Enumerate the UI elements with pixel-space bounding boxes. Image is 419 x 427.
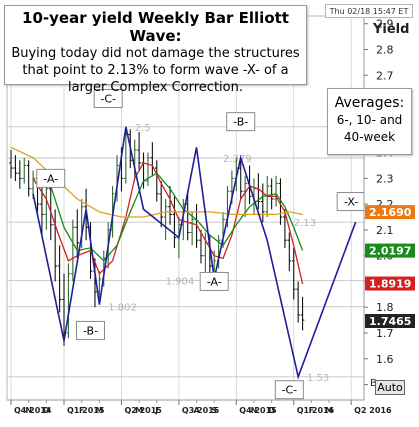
x-period-label: Q4 2014 — [14, 406, 52, 415]
reference-line-label: 2.5 — [135, 123, 151, 134]
y-tick-label: 2.3 — [376, 172, 394, 185]
date-stamp: Thu 02/18 15:47 ET — [325, 4, 413, 18]
moving-average-6-week — [32, 162, 304, 285]
x-period-label: Q4 2015 — [239, 406, 277, 415]
chart-title: 10-year yield Weekly Bar Elliott Wave: — [22, 9, 289, 45]
reference-line-label: 1.53 — [307, 373, 329, 384]
x-month-label: S — [211, 406, 217, 415]
y-tick-label: 2.1 — [376, 224, 394, 237]
averages-title: Averages: — [334, 95, 405, 111]
x-period-label: Q3 2015 — [182, 406, 220, 415]
y-tick-label: 2.7 — [376, 69, 394, 82]
x-month-label: D — [43, 406, 50, 415]
wave-label-box — [36, 168, 66, 188]
scale-marker: B — [370, 378, 377, 389]
elliott-wave-path — [32, 126, 357, 380]
price-tag-label: 1.7465 — [369, 315, 411, 328]
x-month-label: F — [79, 406, 84, 415]
price-tag-label: 2.1690 — [369, 206, 412, 219]
wave-label: -B- — [83, 324, 98, 337]
auto-scale-button[interactable]: Auto — [375, 380, 405, 395]
y-tick-label: 1.7 — [376, 327, 394, 340]
wave-label-box — [76, 320, 106, 340]
x-month-label: A — [193, 406, 200, 415]
price-tags-layer: 2.1690 2.0197 1.8919 1.7465 — [365, 205, 415, 329]
x-month-label: N — [251, 406, 258, 415]
wave-label-box — [199, 271, 229, 291]
x-month-label: M — [95, 406, 103, 415]
x-axis-panel — [7, 400, 364, 418]
reference-line-label: 2.379 — [223, 154, 252, 165]
x-month-label: D — [268, 406, 275, 415]
wave-labels-layer: -A- -B- -C- -A- -B- -C- -X- — [36, 88, 366, 400]
x-period-label: Q1 2016 — [297, 406, 335, 415]
wave-label: -C- — [282, 384, 298, 397]
wave-label-box — [226, 112, 256, 132]
x-period-label: Q2 2016 — [354, 406, 392, 415]
moving-average-10-week — [50, 172, 304, 262]
price-tag-label: 1.8919 — [369, 278, 411, 291]
x-month-label: M — [325, 406, 333, 415]
y-tick-label: 2.9 — [376, 18, 394, 31]
x-month-label: M — [135, 406, 143, 415]
x-period-label: Q1 2015 — [67, 406, 105, 415]
price-tag — [365, 276, 415, 291]
wave-label: -A- — [43, 172, 58, 185]
x-month-label: J — [154, 406, 158, 415]
wave-label: -C- — [100, 92, 116, 105]
wave-label-box — [93, 88, 123, 108]
y-tick-label: 1.8 — [376, 301, 394, 314]
reference-line-label: 1.904 — [166, 276, 195, 287]
price-tag — [365, 205, 415, 220]
averages-subtitle: 6-, 10- and 40-week — [336, 113, 403, 144]
reference-line-label: 2.13 — [294, 218, 316, 229]
price-tag-label: 2.0197 — [369, 245, 411, 258]
wave-label-box — [274, 380, 304, 400]
title-annotation: 10-year yield Weekly Bar Elliott Wave: B… — [4, 5, 307, 95]
y-tick-label: 2.8 — [376, 44, 394, 57]
x-month-label: N — [25, 406, 32, 415]
wave-label: -B- — [233, 116, 248, 129]
price-tag — [365, 243, 415, 258]
wave-label: -A- — [207, 275, 222, 288]
y-axis-label: Yield — [372, 22, 409, 37]
y-tick-label: 1.6 — [376, 353, 394, 366]
wave-label: -X- — [344, 196, 358, 209]
averages-legend: Averages: 6-, 10- and 40-week — [327, 88, 412, 155]
chart-subtitle: Buying today did not damage the structur… — [11, 46, 300, 95]
wave-path-layer — [32, 126, 357, 380]
price-tag — [365, 314, 415, 329]
x-month-label: F — [309, 406, 314, 415]
x-period-label: Q2 2015 — [124, 406, 162, 415]
reference-line-label: 1.802 — [108, 303, 137, 314]
